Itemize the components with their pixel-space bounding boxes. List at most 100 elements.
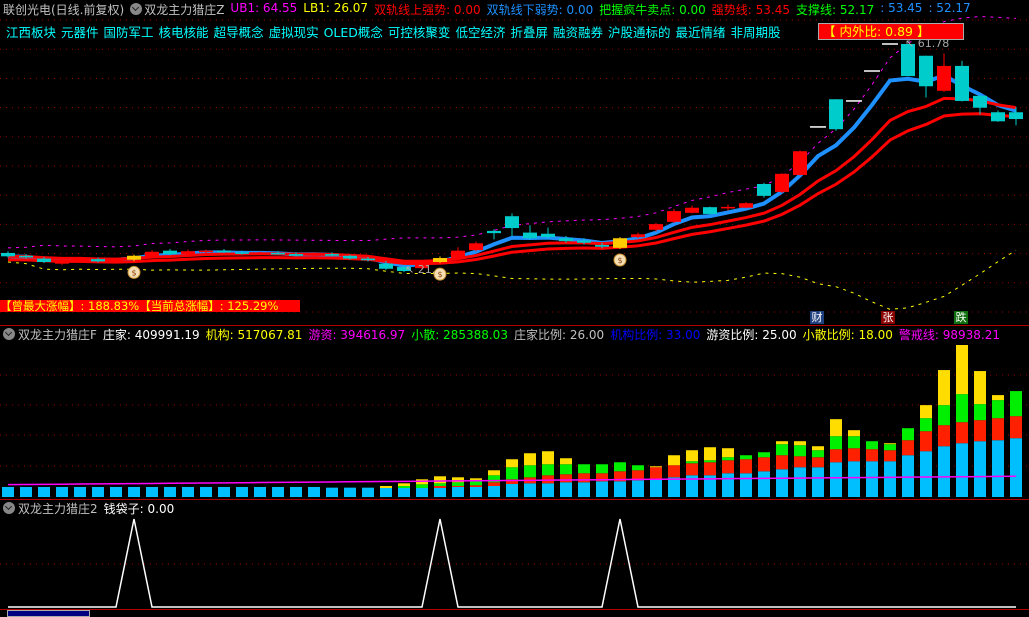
volume-bar-red [776,455,788,470]
concept-tag[interactable]: 融资融券 [552,25,603,40]
volume-bar-green [506,467,518,480]
volume-bar-base [290,486,302,497]
volume-bar-green [614,462,626,472]
concept-tag[interactable]: 虚拟现实 [268,25,319,40]
candle-body [325,254,339,256]
candle-body [217,250,231,253]
candle-body [253,252,267,255]
volume-bar-base [596,481,608,497]
readout-value: 机构比例: 33.00 [610,327,701,342]
volume-bar-base [200,486,212,497]
volume-bar-green [974,404,986,421]
volume-bar-base [146,486,158,497]
candle-body [757,184,771,196]
concept-tag[interactable]: 国防军工 [103,25,154,40]
volume-bar-yellow [542,451,554,465]
concept-tag[interactable]: 可控核聚变 [387,25,451,40]
candle-body [451,250,465,259]
panel-divider [0,499,1029,500]
chevron-down-icon[interactable] [3,328,15,340]
concept-tag[interactable]: 核电核能 [158,25,209,40]
readout-value: LB1: 26.07 [303,0,369,15]
candle-body [667,211,681,222]
concept-tag[interactable]: 江西板块 [6,25,57,40]
volume-bar-base [272,486,284,497]
candle-body [199,250,213,253]
concept-tag[interactable]: OLED概念 [323,25,383,40]
panel2-indicator[interactable]: 双龙主力猎庄F [18,327,97,342]
volume-bar-base [830,462,842,497]
volume-bar-base [182,486,194,497]
concept-tag[interactable]: 沪股通标的 [607,25,671,40]
candle-body [145,251,159,257]
concept-tag[interactable]: 非周期股 [730,25,781,40]
marker-die: 跌 [954,311,968,324]
readout-value: : 53.45 [880,0,923,15]
stock-title: 联创光电(日线.前复权) [3,2,125,17]
volume-bar-base [236,486,248,497]
time-axis-line [0,609,1029,610]
volume-bar-base [506,483,518,497]
volume-bar-base [1010,438,1022,497]
candle-body [973,95,987,108]
volume-bar-green [776,444,788,456]
volume-bar-green [524,465,536,478]
volume-bar-green [722,457,734,461]
volume-bar-base [902,455,914,497]
concept-tag[interactable]: 超导概念 [213,25,264,40]
candle-body [955,65,969,101]
candle-body [1,252,15,257]
volume-bar-base [632,480,644,497]
volume-bar-base [614,481,626,497]
money-bag-icon: $ [617,256,622,265]
volume-bar-base [74,486,86,497]
money-bag-icon [613,253,627,267]
volume-bar-green [884,444,896,451]
concept-tag[interactable]: 元器件 [61,25,99,40]
candle-body [721,206,735,209]
volume-bar-base [326,487,338,497]
volume-bar-yellow [704,447,716,461]
volume-bar-red [722,460,734,474]
volume-bar-base [488,485,500,497]
low-price-value: 21. [417,263,436,276]
readout-value: 庄家: 409991.19 [102,327,200,342]
candle-body [541,233,555,238]
concept-tag[interactable]: 折叠屏 [510,25,548,40]
chevron-down-icon[interactable] [3,502,15,514]
volume-bar-base [848,461,860,497]
volume-bar-base [668,477,680,497]
volume-bar-green [560,464,572,475]
volume-bar-yellow [524,453,536,466]
volume-bar-yellow [470,478,482,480]
volume-bar-green [956,394,968,423]
volume-bar-red [830,449,842,463]
volume-bar-green [938,405,950,426]
volume-bar-base [254,486,266,497]
volume-bar-base [434,487,446,497]
volume-bar-green [1010,391,1022,417]
volume-bar-base [380,487,392,497]
panel3-indicator[interactable]: 双龙主力猎庄2 [18,501,98,516]
volume-bar-base [794,467,806,497]
warning-line [7,475,1017,486]
money-bag-icon [127,265,141,279]
candle-body [91,259,105,262]
volume-bar-green [452,482,464,486]
indicator-name[interactable]: 双龙主力猎庄Z [144,2,225,17]
volume-bar-yellow [488,470,500,476]
volume-bar-base [560,482,572,497]
volume-bar-red [668,465,680,478]
chevron-down-icon[interactable] [130,3,143,15]
concept-tag[interactable]: 低空经济 [455,25,506,40]
candle-body [343,255,357,259]
volume-bar-yellow [812,446,824,451]
readout-value: 双轨线下弱势: 0.00 [486,2,594,17]
volume-bar-red [488,482,500,486]
candle-body [379,263,393,269]
readout-value: 游资比例: 25.00 [706,327,797,342]
volume-bar-red [560,474,572,483]
volume-bar-base [866,461,878,497]
concept-tag[interactable]: 最近情绪 [675,25,726,40]
